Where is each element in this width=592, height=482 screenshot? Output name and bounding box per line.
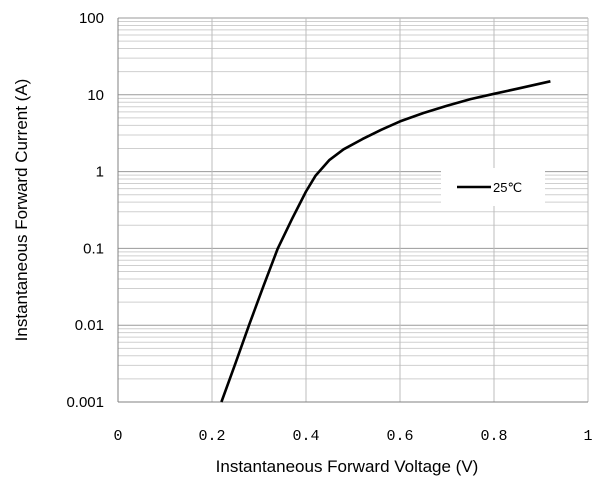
x-tick-label: 0.6 <box>386 428 413 445</box>
x-tick-label: 0 <box>113 428 122 445</box>
grid <box>117 17 589 403</box>
axes <box>117 18 588 403</box>
x-tick-label: 0.2 <box>198 428 225 445</box>
tick-labels: 0.001 0.01 0.1 1 10 100 0 0.2 0.4 0.6 0.8 1 <box>66 10 592 445</box>
legend-label: 25℃ <box>493 180 522 195</box>
y-tick-label: 0.001 <box>66 394 104 411</box>
y-axis-label: Instantaneous Forward Current (A) <box>12 79 31 342</box>
series-lines <box>220 80 551 403</box>
y-tick-label: 10 <box>87 87 104 104</box>
legend: 25℃ <box>441 168 545 206</box>
x-tick-label: 1 <box>583 428 592 445</box>
y-tick-label: 100 <box>79 10 104 27</box>
x-axis-label: Instantaneous Forward Voltage (V) <box>216 457 479 476</box>
series-line <box>220 80 551 403</box>
y-tick-label: 1 <box>96 164 104 181</box>
y-tick-label: 0.01 <box>75 317 104 334</box>
x-tick-label: 0.4 <box>292 428 319 445</box>
x-tick-label: 0.8 <box>480 428 507 445</box>
y-tick-label: 0.1 <box>83 240 104 257</box>
